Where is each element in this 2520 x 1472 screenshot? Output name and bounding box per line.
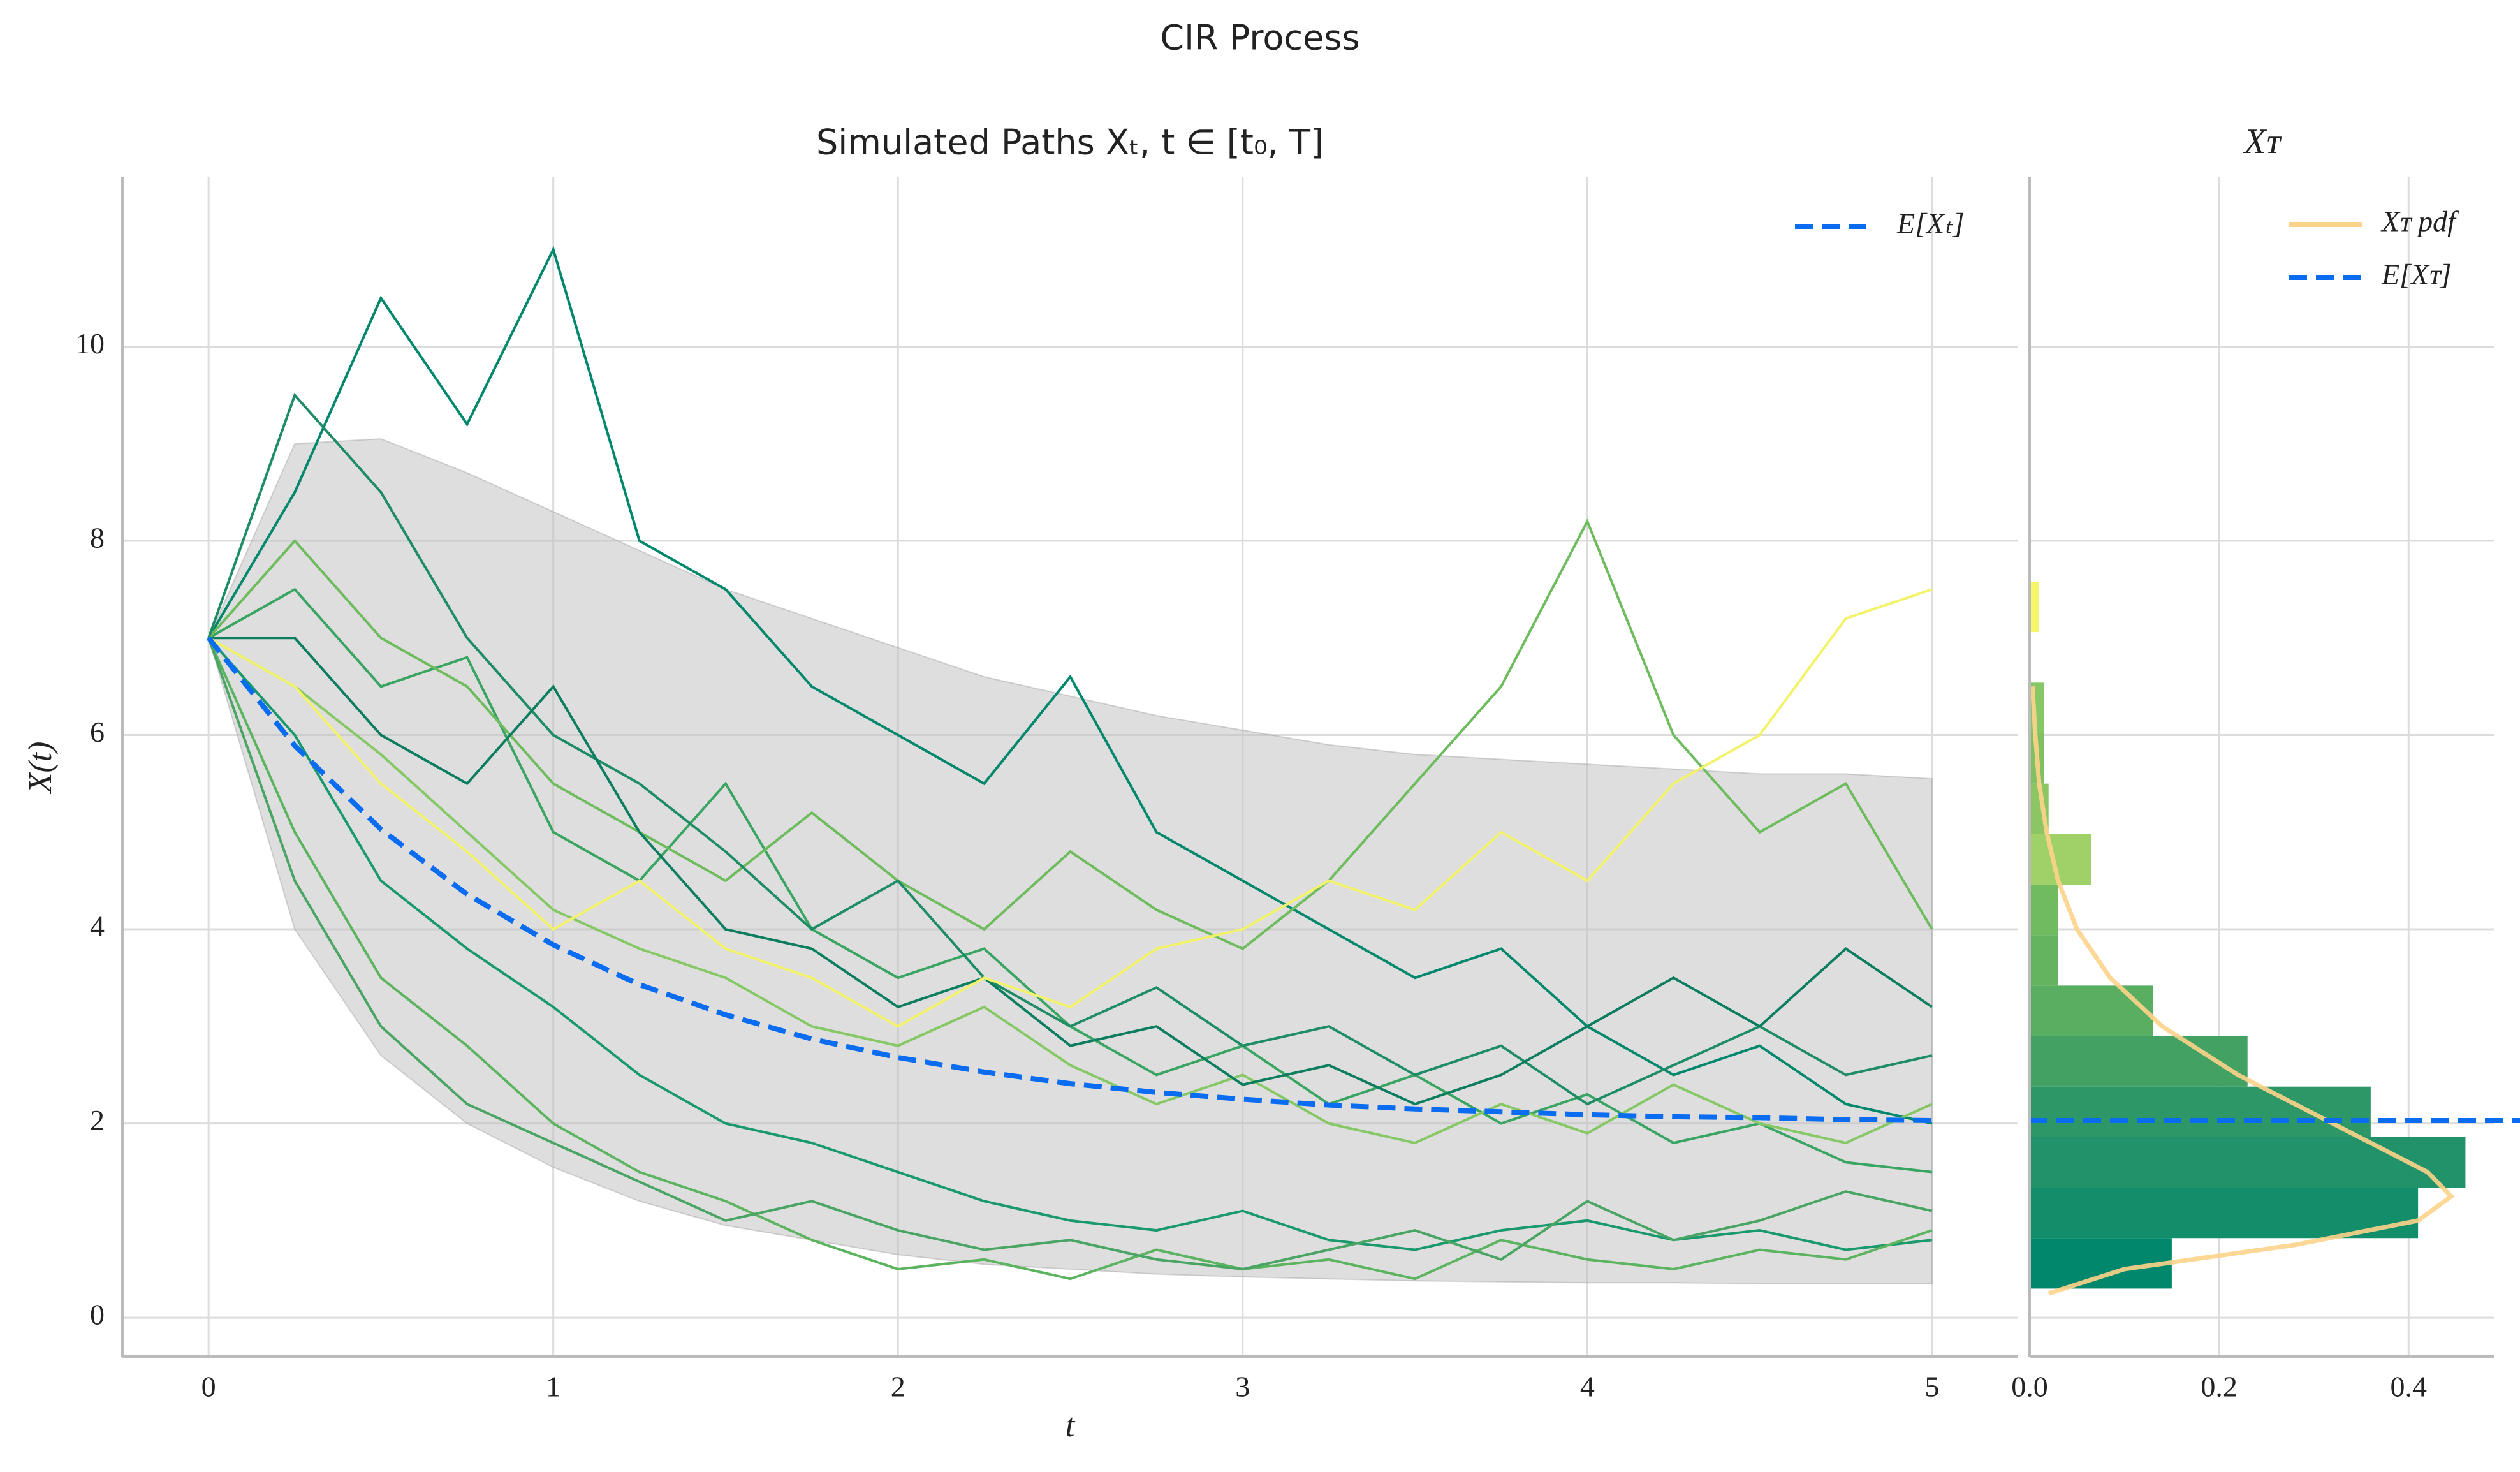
histogram-bar <box>2030 834 2091 885</box>
histogram-bar <box>2030 1188 2419 1239</box>
figure-title: CIR Process <box>1160 18 1359 58</box>
x-tick-label: 4 <box>1580 1371 1595 1403</box>
x-tick-label: 2 <box>891 1371 905 1403</box>
y-tick-label: 6 <box>90 716 105 748</box>
x-tick-label: 0.2 <box>2201 1371 2238 1403</box>
y-tick-label: 8 <box>90 522 105 554</box>
histogram-bar <box>2030 1238 2172 1289</box>
legend-label: Xᴛ pdf <box>2380 205 2459 238</box>
x-tick-label: 1 <box>546 1371 560 1403</box>
histogram-bar <box>2030 1036 2248 1087</box>
histogram-bar <box>2030 985 2153 1036</box>
x-tick-label: 5 <box>1924 1371 1939 1403</box>
sample-path <box>208 637 1933 1145</box>
y-tick-label: 4 <box>90 910 105 943</box>
sample-path <box>208 588 1933 1028</box>
x-tick-label: 0 <box>201 1371 216 1403</box>
x-tick-label: 0.4 <box>2391 1371 2428 1403</box>
sample-path <box>207 246 1933 1125</box>
y-tick-label: 2 <box>90 1104 105 1137</box>
y-tick-label: 0 <box>90 1299 105 1331</box>
legend-label: E[Xₜ] <box>1896 207 1965 240</box>
sample-path <box>207 518 1933 950</box>
y-tick-label: 10 <box>75 327 105 360</box>
x-axis-label: t <box>1066 1408 1076 1444</box>
histogram-bar <box>2030 1086 2371 1137</box>
chart-title: Simulated Paths Xₜ, t ∈ [t₀, T] <box>816 122 1324 163</box>
confidence-band <box>208 438 1933 1284</box>
histogram-bar <box>2030 581 2039 633</box>
histogram-bar <box>2030 1137 2466 1188</box>
histogram-bar <box>2030 935 2058 986</box>
sample-path <box>207 637 1933 1281</box>
x-tick-label: 3 <box>1235 1371 1250 1403</box>
sample-path <box>207 637 1933 1270</box>
sample-path <box>209 637 1933 1106</box>
x-tick-label: 0.0 <box>2011 1371 2048 1403</box>
chart-title: Xᴛ <box>2243 122 2282 161</box>
pdf-line <box>2030 686 2455 1296</box>
mean-line <box>207 636 1932 1123</box>
legend-label: E[Xᴛ] <box>2381 258 2451 291</box>
histogram-bar <box>2030 885 2058 936</box>
sample-path <box>207 637 1933 1251</box>
sample-path <box>207 392 1933 1106</box>
y-axis-label: X(t) <box>22 742 59 795</box>
